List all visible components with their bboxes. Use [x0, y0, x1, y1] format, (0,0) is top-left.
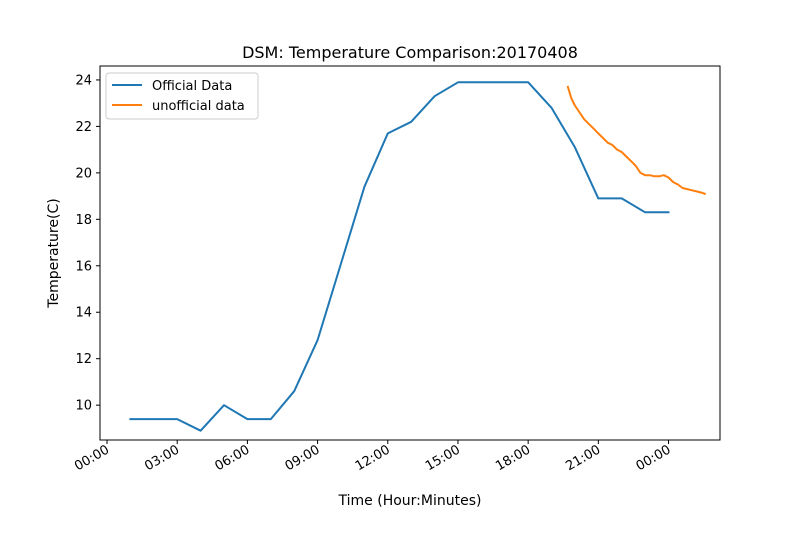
- plot-area: [99, 65, 721, 441]
- y-tick-label: 12: [75, 352, 92, 367]
- y-tick-label: 10: [75, 399, 92, 414]
- y-tick-label: 22: [75, 120, 92, 135]
- legend-box: [105, 72, 259, 120]
- legend-label-unofficial: unofficial data: [152, 99, 245, 114]
- series-line-unofficial: [566, 85, 707, 196]
- y-tick-label: 20: [75, 166, 92, 181]
- chart-title: DSM: Temperature Comparison:20170408: [242, 43, 578, 62]
- series-lines: [129, 81, 707, 432]
- y-tick-label: 24: [75, 73, 92, 88]
- y-axis: 10 12 14 16 18 20 22 24: [75, 73, 100, 414]
- axes-frame: [99, 65, 721, 441]
- y-tick-label: 18: [75, 213, 92, 228]
- y-axis-label: Temperature(C): [46, 198, 62, 308]
- x-axis-label: Time (Hour:Minutes): [338, 493, 482, 509]
- y-tick-label: 14: [75, 306, 92, 321]
- series-line-official: [129, 81, 670, 432]
- legend: Official Data unofficial data: [105, 72, 259, 120]
- legend-label-official: Official Data: [152, 79, 232, 94]
- y-tick-label: 16: [75, 259, 92, 274]
